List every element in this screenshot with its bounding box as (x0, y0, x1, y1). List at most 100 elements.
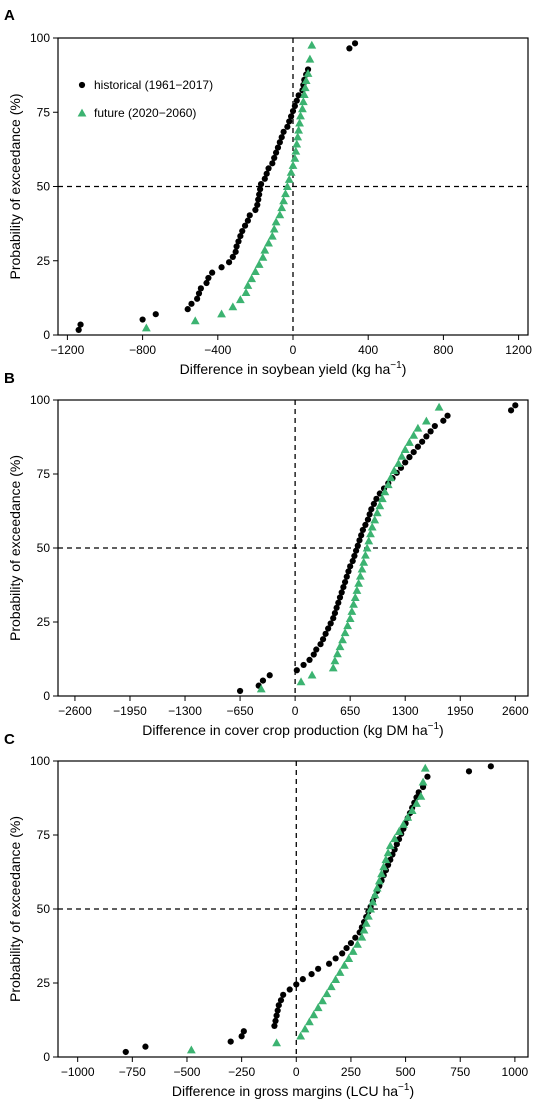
x-tick-label: −400 (204, 343, 231, 357)
x-tick-label: −250 (228, 1065, 255, 1079)
future-point (217, 309, 226, 318)
historical-point (188, 300, 195, 307)
historical-point (317, 641, 324, 648)
historical-point (368, 506, 375, 513)
historical-point (218, 264, 225, 271)
future-point (340, 628, 350, 637)
historical-point (487, 763, 494, 770)
legend: historical (1961−2017) future (2020−2060) (77, 78, 213, 120)
x-tick-label: 650 (340, 704, 360, 718)
series-future (141, 40, 317, 332)
future-point (355, 571, 365, 580)
x-tick-label: 1200 (505, 343, 532, 357)
historical-point (406, 454, 413, 461)
historical-point (225, 259, 233, 266)
future-point (305, 54, 315, 63)
historical-point (419, 438, 426, 445)
y-tick-label: 100 (30, 754, 50, 768)
future-point (322, 989, 332, 998)
historical-point (393, 841, 400, 848)
x-tick-label: −800 (129, 343, 156, 357)
historical-point (235, 238, 242, 245)
historical-point (295, 92, 302, 99)
historical-point (333, 604, 340, 611)
historical-point (347, 563, 354, 570)
future-point (251, 267, 260, 275)
future-point (330, 656, 340, 665)
future-point (364, 536, 374, 545)
historical-point (351, 552, 358, 560)
historical-point (291, 102, 298, 110)
historical-point (347, 939, 355, 947)
historical-point (410, 448, 417, 456)
historical-point (286, 118, 293, 125)
future-point (362, 543, 372, 552)
future-point (186, 1045, 196, 1054)
future-point (361, 918, 371, 927)
historical-point (229, 253, 236, 260)
historical-point (288, 113, 295, 120)
future-point (190, 316, 200, 325)
historical-point (358, 532, 365, 539)
future-point (403, 812, 413, 821)
future-point (374, 876, 384, 885)
future-point (412, 798, 421, 807)
future-point (361, 550, 370, 559)
historical-point (274, 144, 282, 151)
historical-point (238, 1033, 245, 1040)
future-point (367, 522, 377, 531)
historical-point (343, 944, 350, 952)
panel-A: A −1200 −800 −400 0 400 800 1200 0 25 50 75 100 Diffe… (4, 7, 532, 377)
future-point (354, 578, 364, 587)
x-axis-label-end: ) (439, 722, 444, 738)
future-point (350, 593, 360, 601)
historical-point (364, 516, 372, 523)
historical-point (280, 128, 287, 135)
panel-letter: A (4, 7, 15, 24)
historical-point (300, 661, 307, 669)
future-point (331, 975, 341, 983)
future-point (383, 848, 393, 857)
future-point (420, 763, 430, 772)
future-point (296, 1031, 306, 1040)
historical-point (227, 1038, 234, 1045)
x-axis-label-main: Difference in soybean yield (kg ha (180, 361, 391, 377)
future-point (394, 827, 404, 835)
historical-point (240, 1028, 247, 1035)
x-axis-label-superscript: −1 (398, 1082, 410, 1093)
x-tick-label: 0 (293, 1065, 300, 1079)
future-point (381, 855, 391, 864)
x-axis-label-end: ) (409, 1083, 414, 1099)
future-point (286, 167, 296, 176)
historical-point (254, 201, 261, 209)
historical-point (257, 181, 265, 188)
future-point (300, 1024, 310, 1033)
historical-point (362, 521, 369, 529)
historical-point (244, 217, 251, 224)
x-tick-label: −650 (227, 704, 254, 718)
x-tick-label: 1950 (447, 704, 474, 718)
x-axis-label-superscript: −1 (390, 360, 402, 371)
historical-point (237, 232, 244, 240)
historical-point (252, 206, 259, 214)
future-point (241, 288, 251, 297)
future-point (366, 529, 375, 538)
future-point (267, 231, 277, 240)
historical-point (330, 615, 337, 622)
future-point (398, 819, 408, 828)
historical-point (259, 677, 267, 684)
historical-point (335, 599, 342, 606)
future-point (256, 684, 266, 693)
future-point (277, 203, 287, 212)
future-point (295, 118, 304, 127)
historical-point (246, 212, 253, 219)
historical-point (308, 971, 315, 978)
future-point (141, 323, 151, 332)
future-point (290, 153, 300, 162)
historical-point (336, 594, 344, 601)
legend-historical-label: historical (1961−2017) (94, 78, 213, 92)
x-tick-label: 0 (292, 704, 299, 718)
historical-point (427, 428, 434, 435)
x-tick-label: −1300 (168, 704, 202, 718)
future-point (243, 281, 253, 289)
